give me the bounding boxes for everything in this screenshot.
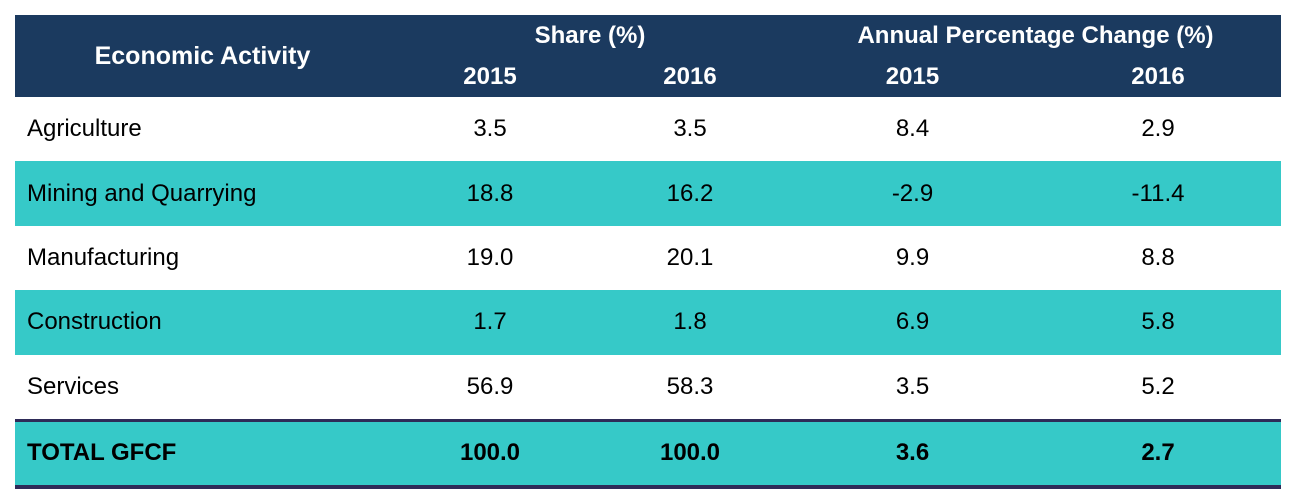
row-activity: Services [27,372,120,400]
table-row: Construction 1.7 1.8 6.9 5.8 [15,290,1281,355]
apc-2015-cell: 9.9 [895,243,930,271]
gfcf-economic-activity-table: Economic Activity Share (%) Annual Perce… [15,15,1281,489]
header-year-share-2016: 2016 [663,62,717,90]
apc-2016-cell: 2.9 [1141,115,1175,143]
table-row: Services 56.9 58.3 3.5 5.2 [15,354,1281,419]
row-activity: Agriculture [27,115,142,143]
share-2016-cell: 100.0 [659,439,721,467]
share-2015-cell: 3.5 [473,115,507,143]
row-activity: TOTAL GFCF [27,439,177,467]
apc-2015-cell: 8.4 [895,115,930,143]
share-2015-cell: 19.0 [466,243,514,271]
share-2016-cell: 3.5 [673,115,707,143]
apc-2015-cell: -2.9 [891,179,934,207]
header-apc-group: Annual Percentage Change (%) [857,21,1214,49]
row-activity: Manufacturing [27,243,180,271]
table-row: Mining and Quarrying 18.8 16.2 -2.9 -11.… [15,161,1281,226]
table-row: Agriculture 3.5 3.5 8.4 2.9 [15,97,1281,162]
header-year-apc-2015: 2015 [885,62,940,90]
share-2015-cell: 18.8 [466,179,514,207]
apc-2015-cell: 3.6 [895,439,930,467]
apc-2015-cell: 6.9 [895,308,930,336]
table-row: Manufacturing 19.0 20.1 9.9 8.8 [15,225,1281,291]
share-2016-cell: 20.1 [666,243,714,271]
share-2016-cell: 1.8 [673,308,707,336]
apc-2016-cell: -11.4 [1131,179,1185,207]
apc-2016-cell: 8.8 [1141,243,1175,271]
share-2016-cell: 58.3 [666,372,714,400]
header-year-share-2015: 2015 [463,62,517,90]
apc-2016-cell: 2.7 [1141,439,1175,467]
table-total-row: TOTAL GFCF 100.0 100.0 3.6 2.7 [15,418,1281,489]
header-year-row: 2015 2016 2015 2016 [390,56,1281,97]
apc-2016-cell: 5.8 [1141,308,1175,336]
header-share-group: Share (%) [534,21,646,49]
apc-2016-cell: 5.2 [1141,372,1175,400]
row-activity: Mining and Quarrying [27,179,257,207]
share-2015-cell: 100.0 [459,439,521,467]
header-right-groups: Share (%) Annual Percentage Change (%) 2… [390,15,1281,97]
row-activity: Construction [27,308,162,336]
header-economic-activity: Economic Activity [94,41,311,70]
share-2015-cell: 56.9 [466,372,514,400]
header-year-apc-2016: 2016 [1131,62,1185,90]
share-2016-cell: 16.2 [666,179,714,207]
share-2015-cell: 1.7 [473,308,507,336]
table-header: Economic Activity Share (%) Annual Perce… [15,15,1281,97]
header-group-row: Share (%) Annual Percentage Change (%) [390,15,1281,56]
apc-2015-cell: 3.5 [895,372,930,400]
